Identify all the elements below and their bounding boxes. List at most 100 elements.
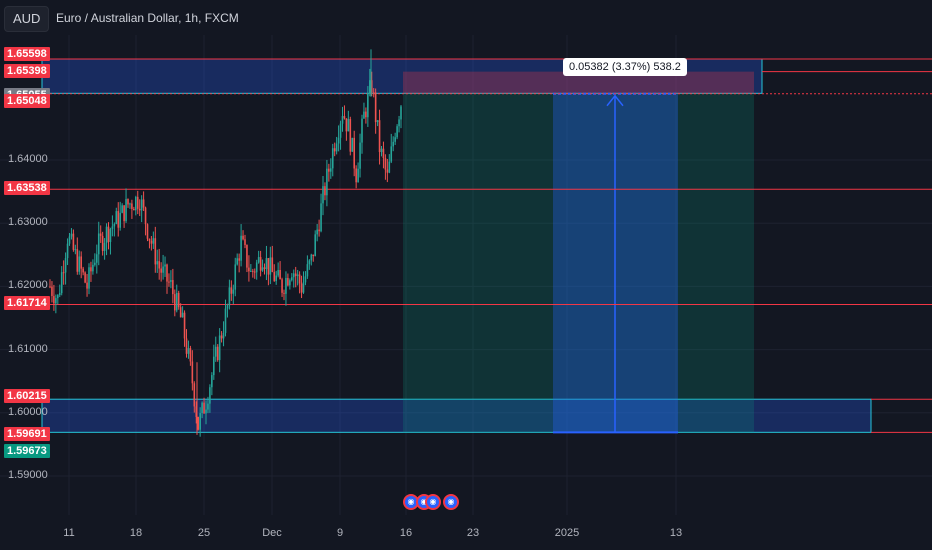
y-tick-label: 1.61000: [8, 342, 48, 355]
y-tick-label: 1.64000: [8, 153, 48, 165]
candle: [298, 274, 301, 284]
candle: [51, 286, 53, 297]
candle: [330, 168, 332, 172]
candle: [372, 92, 375, 94]
candle: [115, 211, 118, 224]
candle: [214, 346, 217, 357]
candle: [68, 236, 71, 244]
candle: [331, 148, 334, 169]
candle: [199, 413, 201, 430]
candle: [86, 282, 88, 289]
symbol-button[interactable]: AUD: [4, 6, 50, 32]
candle: [183, 312, 186, 339]
candle: [253, 271, 256, 273]
candle: [361, 118, 363, 143]
candle: [125, 199, 127, 222]
candle: [275, 275, 277, 282]
candle: [84, 272, 86, 283]
candle: [189, 348, 192, 362]
candle: [248, 267, 250, 272]
candle: [316, 229, 318, 235]
candle: [181, 312, 184, 318]
candle: [203, 402, 205, 414]
candle: [390, 146, 393, 162]
candle: [144, 207, 147, 225]
candle: [113, 223, 116, 227]
candle: [269, 257, 272, 275]
candle: [193, 383, 196, 407]
candle: [76, 249, 79, 272]
candle: [105, 226, 108, 244]
candle: [224, 308, 227, 333]
candle: [162, 266, 164, 273]
flag-icon[interactable]: ◉: [443, 494, 459, 510]
stop-zone: [403, 71, 754, 94]
candle: [60, 272, 63, 294]
candle: [394, 137, 396, 142]
candle: [263, 267, 266, 270]
candle: [345, 118, 348, 132]
candle: [265, 258, 268, 270]
candle: [207, 403, 209, 410]
candle: [337, 137, 340, 144]
candle: [232, 289, 235, 294]
price-label-zone-bottom: 1.59691: [4, 427, 50, 442]
candle: [213, 356, 215, 376]
candle: [99, 233, 102, 236]
price-label-target: 1.59673: [4, 444, 50, 459]
candle: [250, 270, 252, 272]
measure-tooltip: 0.05382 (3.37%) 538.2: [563, 58, 687, 76]
y-tick-label: 1.63000: [8, 216, 48, 229]
candle: [211, 375, 213, 388]
candle: [205, 409, 207, 414]
candle: [170, 280, 172, 282]
y-tick-label: 1.59000: [8, 469, 48, 481]
candle: [369, 80, 371, 94]
candle: [218, 335, 221, 361]
price-label-zone-bottom-top: 1.60215: [4, 389, 50, 404]
candle: [304, 276, 307, 283]
candle: [343, 116, 346, 119]
candle: [90, 267, 92, 272]
candle: [384, 158, 387, 170]
candle: [92, 264, 94, 272]
candle: [168, 281, 170, 283]
candle: [55, 298, 57, 304]
candle: [312, 254, 315, 257]
candle: [333, 148, 336, 152]
price-label-level-1: 1.63538: [4, 181, 50, 196]
candle: [242, 235, 244, 240]
candle: [123, 205, 125, 222]
candle: [382, 148, 385, 159]
candle: [103, 243, 106, 252]
candle: [131, 203, 133, 209]
candle: [400, 106, 402, 120]
candle: [281, 279, 283, 293]
candle: [58, 293, 61, 296]
y-tick-label: 1.60000: [8, 405, 48, 418]
candle: [111, 226, 114, 229]
candle: [66, 243, 69, 259]
candle: [289, 280, 291, 286]
support-zone: [41, 398, 872, 433]
candle: [140, 199, 143, 211]
candle: [216, 346, 219, 361]
candle: [291, 277, 293, 281]
candle: [296, 274, 299, 277]
candle: [386, 169, 389, 173]
candle: [166, 264, 168, 282]
candle: [195, 406, 198, 417]
candle: [201, 402, 203, 414]
candle: [355, 168, 357, 183]
candle: [285, 277, 287, 294]
candle: [133, 208, 135, 211]
candle: [320, 203, 322, 232]
candle: [300, 283, 303, 293]
candle: [347, 119, 350, 132]
candle: [279, 269, 281, 280]
candle: [378, 120, 381, 153]
flag-icon[interactable]: ◉: [425, 494, 441, 510]
candle: [80, 256, 82, 269]
